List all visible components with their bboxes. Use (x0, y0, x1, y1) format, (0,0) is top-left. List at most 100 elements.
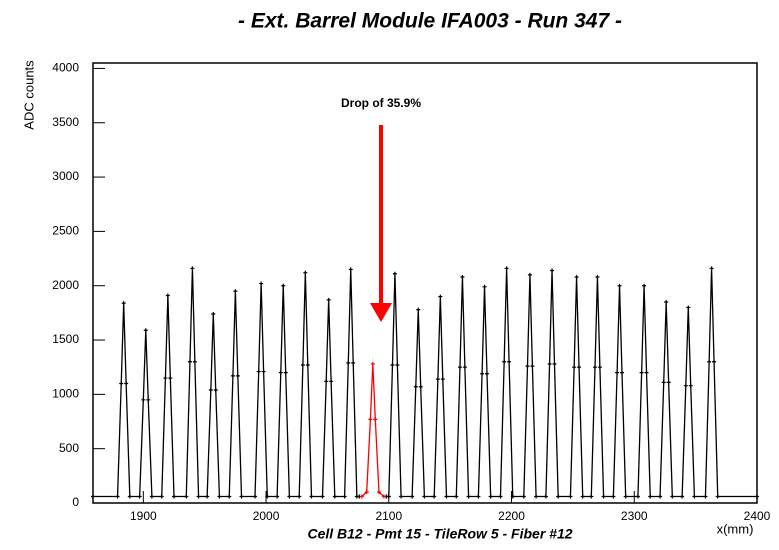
data-point (572, 365, 577, 370)
series-line (93, 268, 757, 498)
data-point (601, 494, 606, 499)
data-point (329, 379, 334, 384)
data-point (476, 494, 481, 499)
data-point (556, 494, 561, 499)
data-point (617, 283, 622, 288)
data-point (683, 383, 688, 388)
data-point (300, 363, 305, 368)
data-point (615, 370, 620, 375)
x-axis-unit: x(mm) (717, 521, 754, 536)
y-tick-label: 3500 (52, 115, 79, 129)
data-point (208, 388, 213, 393)
data-point (253, 494, 258, 499)
data-point (440, 377, 445, 382)
data-point (530, 364, 535, 369)
data-point (359, 494, 364, 499)
data-point (332, 494, 337, 499)
chart-title: - Ext. Barrel Module IFA003 - Run 347 - (238, 10, 622, 33)
data-point (390, 363, 395, 368)
data-point (278, 370, 283, 375)
data-point (309, 494, 314, 499)
y-tick-label: 2000 (52, 278, 79, 292)
data-point (707, 359, 712, 364)
x-tick-label: 2200 (498, 509, 525, 523)
data-point (205, 494, 210, 499)
data-point (370, 361, 375, 366)
data-point (395, 363, 400, 368)
data-point (342, 494, 347, 499)
data-point (143, 328, 148, 333)
data-point (661, 380, 666, 385)
data-point (550, 268, 555, 273)
data-point (525, 364, 530, 369)
data-point (611, 494, 616, 499)
data-point (196, 494, 201, 499)
data-point (623, 494, 628, 499)
data-point (422, 494, 427, 499)
data-point (462, 365, 467, 370)
data-point (187, 359, 192, 364)
data-point (680, 494, 685, 499)
data-point (373, 417, 378, 422)
data-point (504, 266, 509, 271)
data-point (521, 494, 526, 499)
data-point (642, 283, 647, 288)
data-point (712, 359, 717, 364)
data-point (146, 397, 151, 402)
data-point (457, 365, 462, 370)
data-point (488, 494, 493, 499)
data-point (466, 494, 471, 499)
data-point (592, 365, 597, 370)
data-point (259, 281, 264, 286)
data-point (115, 494, 120, 499)
data-point (192, 359, 197, 364)
data-point (320, 494, 325, 499)
data-point (534, 494, 539, 499)
data-point (454, 494, 459, 499)
data-point (460, 275, 465, 280)
data-point (326, 297, 331, 302)
data-point (692, 494, 697, 499)
data-point (324, 379, 329, 384)
y-axis-label: ADC counts (21, 60, 36, 130)
data-point (597, 365, 602, 370)
x-tick-label: 1900 (130, 509, 157, 523)
y-tick-label: 2500 (52, 224, 79, 238)
data-point (438, 294, 443, 299)
data-point (498, 494, 503, 499)
data-point (239, 494, 244, 499)
data-point (283, 370, 288, 375)
data-point (261, 369, 266, 374)
data-point (410, 494, 415, 499)
data-point (305, 363, 310, 368)
data-point (165, 293, 170, 298)
data-point (346, 360, 351, 365)
data-point (507, 359, 512, 364)
data-point (639, 370, 644, 375)
data-point (256, 369, 261, 374)
data-point (172, 494, 177, 499)
data-point (435, 377, 440, 382)
data-point (574, 275, 579, 280)
data-point (413, 384, 418, 389)
data-point (715, 494, 720, 499)
data-point (351, 360, 356, 365)
data-point (444, 494, 449, 499)
data-point (137, 494, 142, 499)
data-point (368, 417, 373, 422)
data-point (432, 494, 437, 499)
x-tick-label: 2300 (621, 509, 648, 523)
data-point (364, 490, 369, 495)
data-point (184, 494, 189, 499)
data-point (595, 275, 600, 280)
data-point (265, 494, 270, 499)
data-point (287, 494, 292, 499)
data-point (376, 490, 381, 495)
data-point (664, 300, 669, 305)
data-point (303, 270, 308, 275)
data-point (589, 494, 594, 499)
plot-frame (92, 62, 758, 504)
data-point (552, 361, 557, 366)
data-point (644, 370, 649, 375)
data-point (703, 494, 708, 499)
